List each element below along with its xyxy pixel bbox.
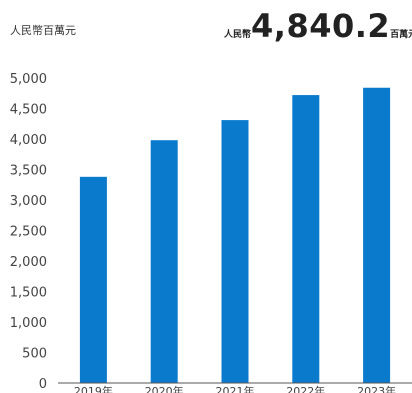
y-tick-label: 2,500: [10, 225, 47, 240]
y-axis-ticks: 0 500 1,000 1,500 2,000 2,500 3,000 3,500 4,000 4…: [10, 72, 47, 392]
unit-label: 人民幣百萬元: [10, 24, 76, 37]
y-tick-label: 4,500: [10, 103, 47, 118]
y-tick-label: 2,000: [10, 255, 47, 270]
bar-series: [79, 87, 391, 383]
y-tick-label: 500: [22, 347, 47, 362]
x-tick-label: 2022年: [286, 384, 325, 393]
bar: [292, 95, 320, 383]
y-tick-label: 1,500: [10, 286, 47, 301]
headline-prefix: 人民幣: [224, 30, 252, 40]
bar: [221, 120, 249, 383]
y-tick-label: 4,000: [10, 133, 47, 148]
x-tick-label: 2021年: [216, 384, 255, 393]
bar: [363, 87, 391, 383]
y-tick-label: 3,500: [10, 164, 47, 179]
x-axis-ticks: 2019年 2020年 2021年 2022年 2023年: [74, 384, 396, 393]
headline-total: 人民幣 4,840.2 百萬元: [224, 6, 412, 46]
y-tick-label: 1,000: [10, 316, 47, 331]
y-tick-label: 0: [39, 377, 47, 392]
headline-suffix: 百萬元: [390, 30, 412, 40]
x-tick-label: 2020年: [145, 384, 184, 393]
x-tick-label: 2023年: [357, 384, 396, 393]
y-tick-label: 3,000: [10, 194, 47, 209]
headline-value: 4,840.2: [251, 7, 391, 45]
y-tick-label: 5,000: [10, 72, 47, 87]
bar: [150, 140, 178, 383]
bar: [79, 176, 107, 383]
x-tick-label: 2019年: [74, 384, 113, 393]
